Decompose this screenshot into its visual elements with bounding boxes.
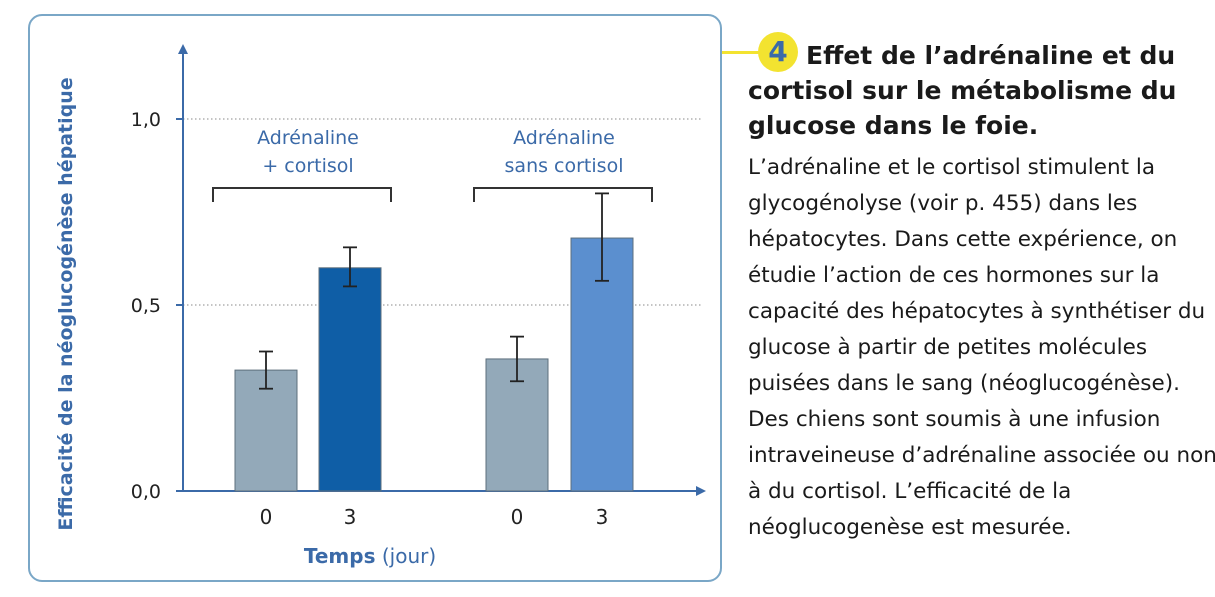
figure-number-badge: 4 — [758, 32, 798, 72]
y-tick-label: 0,0 — [131, 481, 161, 503]
group-bracket — [473, 187, 653, 202]
x-axis-label: Temps (jour) — [304, 544, 436, 568]
bar — [234, 369, 298, 492]
group-label-line1: Adrénaline — [513, 127, 615, 149]
bar — [318, 267, 382, 492]
figure-number-connector — [722, 51, 762, 54]
figure-description: L’adrénaline et le cortisol stimulent la… — [748, 155, 1215, 540]
bar — [485, 358, 549, 492]
y-axis-label: Efficacité de la néoglucogénèse hépatiqu… — [55, 77, 77, 530]
group-label-line2: + cortisol — [262, 155, 353, 177]
x-tick-label: 3 — [344, 505, 357, 529]
y-tick-label: 1,0 — [131, 109, 161, 131]
y-tick-label: 0,5 — [131, 295, 161, 317]
x-tick-label: 0 — [511, 505, 524, 529]
x-axis-label-bold: Temps — [304, 544, 376, 568]
bar-chart: 0,0 0,5 1,0 Efficacité de la néoglucogénèse… — [55, 44, 706, 568]
group-label-line1: Adrénaline — [257, 127, 359, 149]
x-axis-arrow — [696, 486, 706, 496]
x-tick-label: 0 — [260, 505, 273, 529]
figure-title: Effet de l’adrénaline et du cortisol sur… — [748, 41, 1177, 140]
x-tick-label: 3 — [596, 505, 609, 529]
group-label-line2: sans cortisol — [505, 155, 624, 177]
chart-panel: 0,0 0,5 1,0 Efficacité de la néoglucogénèse… — [28, 14, 722, 582]
x-axis-label-unit: (jour) — [375, 544, 436, 568]
group-bracket — [212, 187, 392, 202]
y-axis-arrow — [178, 44, 188, 54]
